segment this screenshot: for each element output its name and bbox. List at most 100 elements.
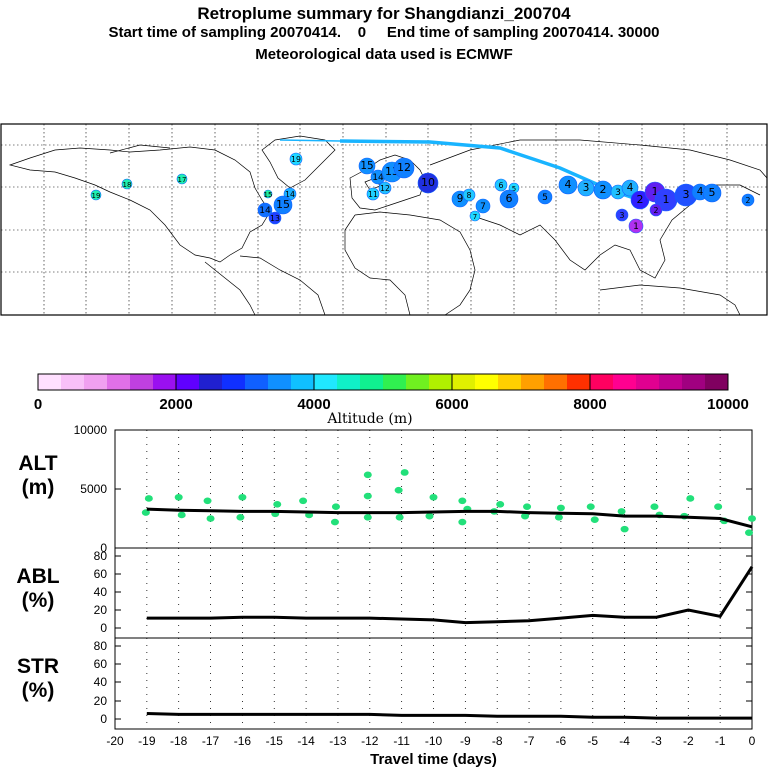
altitude-point xyxy=(458,518,467,526)
y-tick-label: 0 xyxy=(100,712,107,726)
x-tick-label: -15 xyxy=(266,734,284,748)
trajectory-marker xyxy=(628,218,644,234)
colorbar-cell xyxy=(291,374,315,390)
colorbar-tick-label: 8000 xyxy=(573,396,606,413)
meteorological-data-line: Meteorological data used is ECMWF xyxy=(255,46,513,63)
x-tick-label: -12 xyxy=(361,734,379,748)
altitude-point xyxy=(395,514,404,521)
trajectory-marker xyxy=(358,157,376,175)
altitude-point xyxy=(496,501,505,508)
altitude-point xyxy=(586,503,595,511)
series-line xyxy=(146,507,753,529)
trajectory-day-label: 3 xyxy=(615,188,621,198)
altitude-point xyxy=(748,515,756,522)
colorbar-cell xyxy=(475,374,499,390)
altitude-point xyxy=(400,469,409,476)
altitude-point xyxy=(617,508,626,515)
trajectory-marker xyxy=(393,157,415,179)
trajectory-day-label: 12 xyxy=(397,161,411,174)
x-tick-label: -18 xyxy=(170,734,188,748)
trajectory-marker xyxy=(268,211,282,225)
trajectory-day-label: 14 xyxy=(372,173,384,183)
y-tick-label: 80 xyxy=(94,639,108,653)
altitude-point xyxy=(144,495,153,502)
altitude-point xyxy=(174,493,183,501)
colorbar-cell xyxy=(613,374,637,390)
altitude-point xyxy=(425,512,434,520)
altitude-point xyxy=(331,503,340,511)
altitude-point xyxy=(394,486,403,494)
trajectory-day-label: 7 xyxy=(480,202,486,212)
trajectory-day-label: 9 xyxy=(457,193,464,205)
y-tick-label: 40 xyxy=(94,585,108,599)
trajectory-day-label: 6 xyxy=(499,181,504,190)
trajectory-day-label: 3 xyxy=(683,188,690,201)
colorbar-cell xyxy=(84,374,108,390)
colorbar-cell xyxy=(452,374,476,390)
y-axis-title: STR xyxy=(17,655,59,678)
altitude-point xyxy=(620,525,629,533)
y-tick-label: 10000 xyxy=(74,423,108,437)
trajectory-day-label: 12 xyxy=(380,184,390,193)
x-tick-label: -8 xyxy=(492,734,503,748)
colorbar-tick-label: 6000 xyxy=(435,396,468,413)
altitude-point xyxy=(745,529,753,536)
trajectory-day-label: 14 xyxy=(285,190,295,199)
x-tick-label: -13 xyxy=(329,734,347,748)
colorbar-cell xyxy=(222,374,246,390)
panel-alt: 10000 5000 0 ALT(m) xyxy=(18,423,756,555)
x-tick-label: -3 xyxy=(651,734,662,748)
y-tick-label: 60 xyxy=(94,567,108,581)
x-tick-label: -6 xyxy=(556,734,567,748)
x-tick-label: -1 xyxy=(715,734,726,748)
altitude-point xyxy=(523,503,532,511)
trajectory-day-label: 2 xyxy=(654,206,659,215)
x-tick-label: -16 xyxy=(234,734,252,748)
trajectory-marker xyxy=(499,189,519,209)
y-axis-title: ABL xyxy=(16,565,59,588)
x-tick-label: -5 xyxy=(587,734,598,748)
trajectory-day-label: 4 xyxy=(697,186,704,198)
trajectory-marker xyxy=(257,202,273,218)
trajectory-day-label: 1 xyxy=(633,222,639,232)
x-axis-title: Travel time (days) xyxy=(370,751,497,768)
x-tick-label: -4 xyxy=(619,734,630,748)
y-tick-label: 5000 xyxy=(80,482,107,496)
colorbar-cell xyxy=(268,374,292,390)
colorbar-cell xyxy=(107,374,131,390)
colorbar-tick-label: 2000 xyxy=(159,396,192,413)
altitude-point xyxy=(203,497,212,505)
trajectory-marker xyxy=(558,175,578,195)
altitude-point xyxy=(429,493,438,501)
altitude-point xyxy=(686,495,695,502)
altitude-point xyxy=(238,493,247,501)
altitude-point xyxy=(330,518,339,526)
trajectory-day-label: 1 xyxy=(652,185,659,198)
trajectory-marker xyxy=(273,195,293,215)
altitude-point xyxy=(714,503,723,511)
altitude-point xyxy=(236,514,245,521)
y-axis-unit: (%) xyxy=(22,679,55,702)
colorbar-cell xyxy=(337,374,361,390)
trajectory-day-label: 5 xyxy=(512,185,516,193)
trajectory-marker xyxy=(621,179,639,197)
colorbar-cell xyxy=(199,374,223,390)
colorbar-cell xyxy=(176,374,200,390)
altitude-point xyxy=(273,501,282,508)
trajectory-day-label: 7 xyxy=(473,213,477,221)
trajectory-marker xyxy=(366,187,380,201)
colorbar-cell xyxy=(130,374,154,390)
altitude-point xyxy=(650,503,659,511)
colorbar-label: Altitude (m) xyxy=(326,411,412,427)
colorbar-cell xyxy=(659,374,683,390)
colorbar-cell xyxy=(153,374,177,390)
trajectory-marker xyxy=(289,152,303,166)
x-tick-label: -19 xyxy=(138,734,156,748)
y-tick-label: 20 xyxy=(94,694,108,708)
trajectory-marker xyxy=(462,188,476,202)
altitude-point xyxy=(590,516,599,523)
altitude-point xyxy=(141,509,150,516)
y-tick-label: 80 xyxy=(94,549,108,563)
x-tick-label: -11 xyxy=(393,734,410,748)
